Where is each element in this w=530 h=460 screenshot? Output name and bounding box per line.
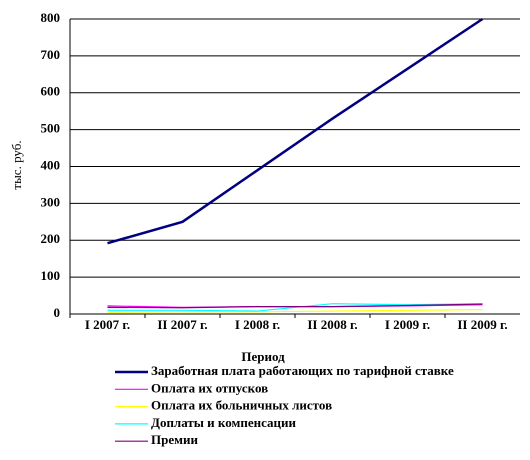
y-tick-label: 100	[41, 268, 61, 283]
x-tick-label: I 2007 г.	[85, 317, 130, 332]
y-tick-label: 0	[54, 305, 61, 320]
x-tick-label: II 2007 г.	[157, 317, 207, 332]
legend-label: Оплата их отпусков	[151, 380, 268, 395]
line-series	[107, 303, 483, 312]
y-tick-label: 400	[41, 157, 61, 172]
line-series	[107, 303, 483, 309]
legend-label: Заработная плата работающих по тарифной …	[151, 363, 454, 378]
y-tick-label: 800	[41, 10, 61, 25]
y-tick-label: 600	[41, 84, 61, 99]
line-series	[107, 17, 484, 245]
x-tick-label: II 2009 г.	[457, 317, 507, 332]
line-series	[107, 308, 483, 313]
x-tick-label: II 2008 г.	[307, 317, 357, 332]
x-axis-label: Период	[241, 349, 285, 364]
x-tick-label: I 2009 г.	[385, 317, 430, 332]
legend-label: Оплата их больничных листов	[151, 398, 332, 413]
legend-label: Доплаты и компенсации	[151, 415, 297, 430]
x-tick-label: I 2008 г.	[235, 317, 280, 332]
y-tick-label: 500	[41, 121, 61, 136]
y-tick-label: 200	[41, 231, 61, 246]
y-tick-label: 700	[41, 47, 61, 62]
y-axis-label: тыс. руб.	[9, 140, 24, 189]
legend-label: Премии	[151, 432, 198, 447]
y-tick-label: 300	[41, 194, 61, 209]
